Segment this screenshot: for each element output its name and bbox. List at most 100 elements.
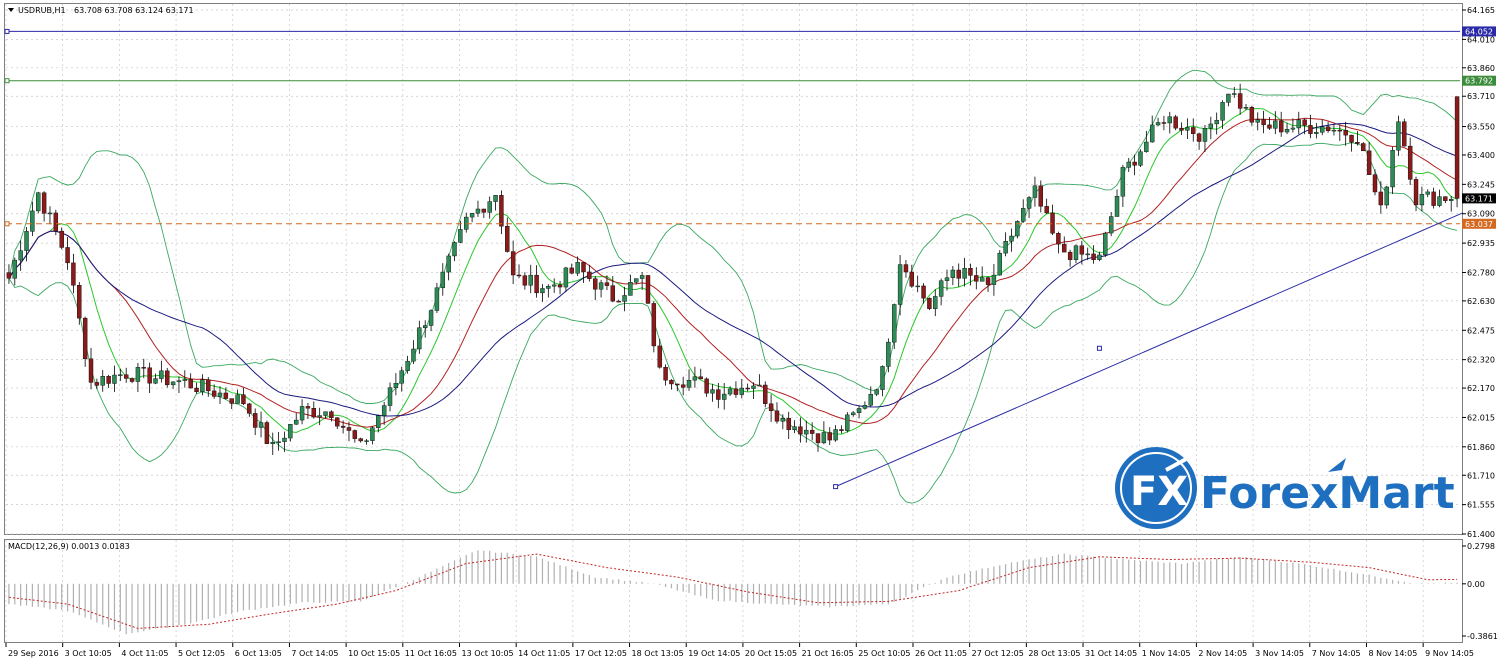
candle-body	[686, 379, 692, 388]
candle-body	[475, 208, 481, 214]
x-tick-label: 3 Nov 14:05	[1255, 649, 1304, 658]
candle-body	[82, 317, 88, 360]
candle-body	[528, 274, 533, 286]
candle-body	[340, 425, 346, 428]
candle-body	[546, 285, 551, 289]
logo-text: ForexMart	[1200, 468, 1455, 519]
ohlc-header: 63.708 63.708 63.124 63.171	[74, 6, 194, 15]
candle-body	[159, 370, 164, 379]
y-tick-label: 61.400	[1467, 530, 1495, 539]
candle-body	[1173, 116, 1178, 129]
moving-averages	[8, 107, 1458, 435]
candle-body	[399, 370, 404, 384]
candle-body	[1038, 185, 1044, 207]
x-tick-label: 2 Nov 14:05	[1198, 649, 1247, 658]
candle-body	[1390, 150, 1395, 188]
candle-body	[968, 267, 973, 276]
macd-y-tick-label: 0.2798	[1467, 542, 1495, 551]
candle-body	[147, 367, 152, 384]
candle-body	[997, 252, 1002, 276]
candle-body	[1167, 116, 1172, 124]
candle-body	[833, 429, 838, 441]
candle-body	[1202, 127, 1208, 142]
candle-body	[1249, 107, 1255, 123]
candle-body	[1243, 107, 1249, 109]
candle-body	[299, 406, 305, 421]
candle-body	[1278, 120, 1284, 133]
candle-body	[1290, 127, 1296, 130]
candle-body	[6, 272, 12, 279]
candle-body	[505, 225, 510, 252]
candle-body	[991, 274, 997, 285]
candle-body	[499, 195, 504, 227]
level-tag	[1462, 26, 1496, 37]
candle-body	[129, 378, 135, 382]
candle-body	[1044, 206, 1049, 214]
y-tick-label: 62.015	[1467, 413, 1495, 422]
y-tick-label: 63.245	[1467, 180, 1495, 189]
candle-body	[692, 376, 698, 381]
candle-body	[727, 388, 733, 395]
candle-body	[165, 370, 170, 386]
candle-body	[1372, 174, 1378, 193]
y-tick-label: 62.630	[1467, 297, 1495, 306]
candle-body	[569, 267, 574, 274]
candle-body	[610, 285, 616, 302]
candle-body	[1361, 143, 1366, 152]
candle-body	[288, 424, 293, 439]
y-tick-label: 63.550	[1467, 123, 1495, 132]
candle-body	[381, 405, 387, 416]
candle-body	[921, 285, 926, 299]
chart-menu-icon[interactable]	[8, 8, 14, 12]
x-tick-label: 3 Oct 10:05	[65, 649, 112, 658]
candle-body	[587, 271, 592, 279]
candle-body	[774, 410, 780, 422]
y-tick-label: 62.170	[1467, 384, 1495, 393]
level-tag-label: 64.052	[1465, 27, 1493, 36]
macd-y-tick-label: 0.00	[1467, 580, 1485, 589]
candle-body	[118, 374, 123, 376]
candle-body	[123, 374, 129, 379]
y-tick-label: 61.860	[1467, 443, 1495, 452]
candle-body	[1079, 245, 1085, 255]
candle-body	[47, 212, 53, 215]
candle-body	[786, 417, 791, 430]
candle-body	[804, 429, 809, 435]
ma-fast	[8, 107, 1458, 435]
x-tick-label: 8 Nov 14:05	[1368, 649, 1417, 658]
candle-body	[1232, 93, 1237, 95]
trendline	[835, 212, 1464, 488]
y-tick-label: 64.010	[1467, 35, 1495, 44]
candle-body	[651, 303, 657, 347]
candle-body	[94, 382, 100, 386]
candle-body	[639, 275, 645, 279]
candle-body	[1191, 127, 1196, 134]
candle-body	[1067, 251, 1073, 260]
x-tick-label: 27 Oct 12:05	[972, 649, 1024, 658]
x-tick-label: 26 Oct 11:05	[915, 649, 967, 658]
svg-text:FX: FX	[1130, 469, 1188, 515]
y-tick-label: 63.400	[1467, 151, 1495, 160]
candle-body	[516, 274, 522, 277]
candle-body	[563, 267, 569, 288]
candle-body	[780, 417, 786, 422]
candle-body	[551, 284, 557, 287]
candle-body	[604, 282, 610, 286]
candle-body	[809, 429, 815, 434]
candle-body	[751, 385, 756, 389]
candle-body	[176, 380, 182, 383]
candle-body	[1149, 124, 1155, 143]
candle-body	[1384, 186, 1389, 206]
candle-body	[440, 271, 445, 289]
ma-mid	[8, 117, 1458, 428]
candle-body	[821, 432, 827, 444]
candle-body	[979, 277, 985, 282]
candle-body	[522, 275, 528, 286]
candle-body	[1050, 212, 1055, 234]
candle-body	[59, 230, 64, 248]
candle-body	[675, 383, 680, 386]
candle-body	[510, 251, 516, 276]
candle-body	[1425, 191, 1430, 195]
candle-body	[716, 389, 721, 400]
